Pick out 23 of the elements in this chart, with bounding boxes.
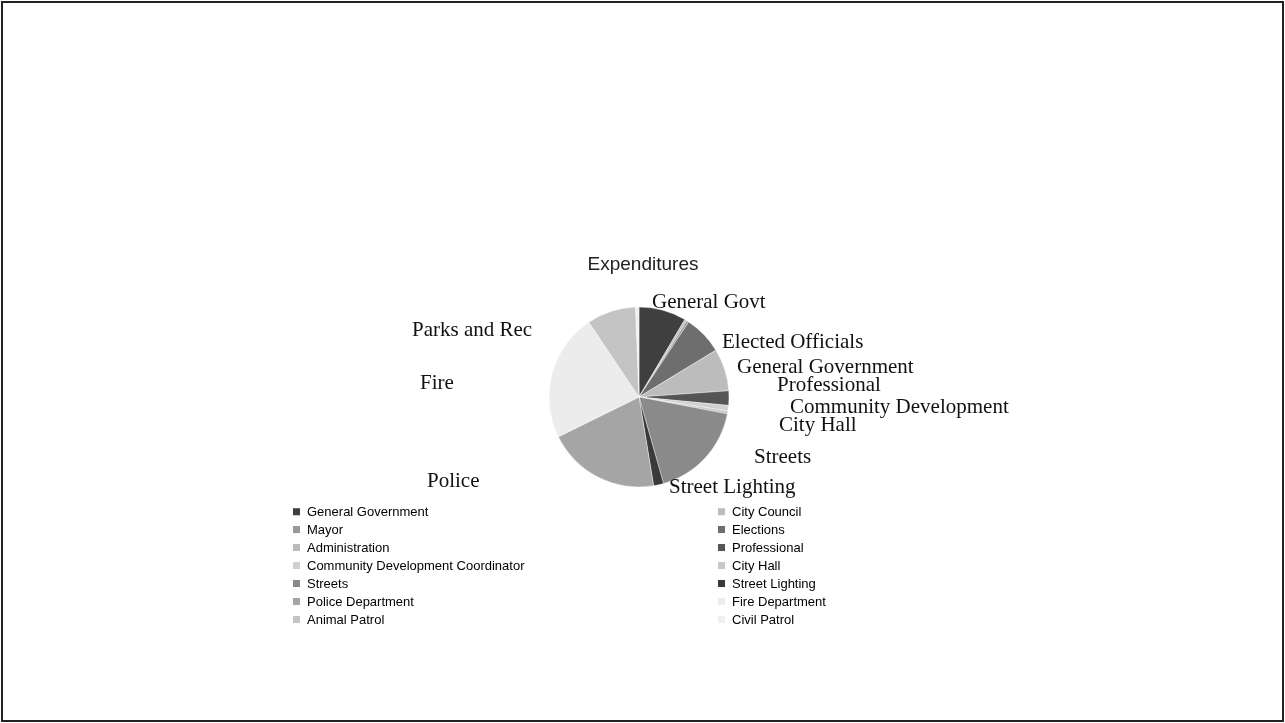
legend-label: Fire Department <box>732 593 827 609</box>
legend-label: Elections <box>732 521 786 537</box>
legend-label: Street Lighting <box>732 575 816 591</box>
text: Elected Officials <box>722 329 864 353</box>
legend-label: Streets <box>307 575 349 591</box>
chart-title: Expenditures <box>587 253 699 274</box>
legend-label: Animal Patrol <box>307 611 385 627</box>
legend-label: Civil Patrol <box>732 611 795 627</box>
text: Fire <box>420 370 454 394</box>
text: Police <box>427 468 480 492</box>
legend-label: Professional <box>732 539 804 555</box>
legend-label: Police Department <box>307 593 415 609</box>
legend-label: Mayor <box>307 521 344 537</box>
text: Streets <box>754 444 812 468</box>
legend-label: General Government <box>307 503 429 519</box>
text: General Govt <box>652 289 766 313</box>
legend-label: Administration <box>307 539 390 555</box>
legend-label: Community Development Coordinator <box>307 557 526 573</box>
text: Parks and Rec <box>412 317 533 341</box>
text: Street Lighting <box>669 474 797 498</box>
text: Professional <box>777 372 881 396</box>
legend-label: City Hall <box>732 557 781 573</box>
legend-label: City Council <box>732 503 802 519</box>
